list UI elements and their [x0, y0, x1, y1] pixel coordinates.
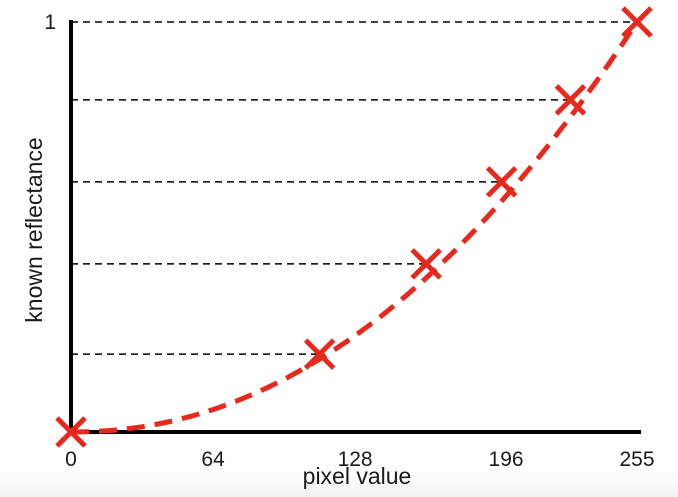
x-tick-label: 128	[338, 448, 373, 471]
data-point-marker	[554, 84, 587, 116]
data-point-marker	[410, 248, 442, 280]
y-tick-label: 1	[44, 11, 56, 34]
guide-lines	[71, 21, 637, 355]
x-tick-label: 196	[489, 448, 524, 471]
data-point-marker	[55, 416, 87, 448]
x-axis-label: pixel value	[303, 463, 412, 489]
fit-curve-path	[71, 20, 640, 435]
data-point-marker	[303, 338, 336, 370]
y-axis-label: known reflectance	[21, 137, 47, 322]
data-point-marker	[485, 166, 518, 198]
data-markers	[55, 6, 653, 448]
x-tick-label: 255	[619, 448, 654, 471]
fit-curve	[71, 20, 640, 435]
x-tick-labels: 0 64 128 196 255	[65, 448, 654, 471]
x-tick-label: 0	[65, 448, 77, 471]
data-point-marker	[621, 6, 653, 38]
x-tick-label: 64	[201, 448, 225, 471]
y-tick-labels: 1	[44, 11, 56, 34]
axes	[69, 20, 641, 434]
